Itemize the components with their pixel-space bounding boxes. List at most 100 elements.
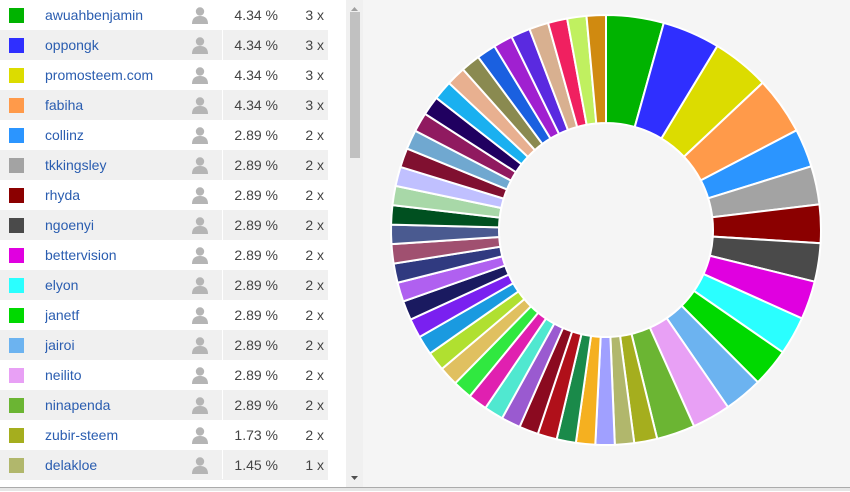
voter-name-link[interactable]: awuahbenjamin xyxy=(45,7,144,23)
color-swatch xyxy=(9,97,24,113)
vote-percent: 1.73 % xyxy=(234,427,278,443)
column-divider xyxy=(222,0,223,479)
vote-percent: 2.89 % xyxy=(234,187,278,203)
table-row: janetf 2.89 % 2 x xyxy=(0,300,328,330)
color-swatch xyxy=(9,67,24,83)
voter-name-link[interactable]: bettervision xyxy=(45,247,117,263)
vote-count: 2 x xyxy=(305,217,324,233)
voter-name-link[interactable]: rhyda xyxy=(45,187,81,203)
vote-count: 2 x xyxy=(305,367,324,383)
vote-percent: 2.89 % xyxy=(234,277,278,293)
vote-percent: 2.89 % xyxy=(234,127,278,143)
color-swatch xyxy=(9,37,24,53)
color-swatch xyxy=(9,397,24,413)
color-swatch xyxy=(9,187,24,203)
table-row: ngoenyi 2.89 % 2 x xyxy=(0,210,328,240)
user-avatar-icon xyxy=(190,155,212,175)
voter-name-link[interactable]: delakloe xyxy=(45,457,98,473)
donut-chart xyxy=(390,13,822,446)
user-avatar-icon xyxy=(190,65,212,85)
voter-name-link[interactable]: oppongk xyxy=(45,37,99,53)
voter-name-link[interactable]: zubir-steem xyxy=(45,427,119,443)
table-row: delakloe 1.45 % 1 x xyxy=(0,450,328,480)
table-row: rhyda 2.89 % 2 x xyxy=(0,180,328,210)
scrollbar[interactable] xyxy=(346,0,363,487)
vote-percent: 4.34 % xyxy=(234,67,278,83)
vote-percent: 2.89 % xyxy=(234,217,278,233)
user-avatar-icon xyxy=(190,5,212,25)
vote-percent: 2.89 % xyxy=(234,247,278,263)
table-row: tkkingsley 2.89 % 2 x xyxy=(0,150,328,180)
table-row: elyon 2.89 % 2 x xyxy=(0,270,328,300)
vote-percent: 4.34 % xyxy=(234,7,278,23)
table-row: awuahbenjamin 4.34 % 3 x xyxy=(0,0,328,30)
vote-percent: 2.89 % xyxy=(234,367,278,383)
voter-name-link[interactable]: collinz xyxy=(45,127,84,143)
chart-panel xyxy=(363,0,850,487)
vote-percent: 2.89 % xyxy=(234,397,278,413)
vote-count: 2 x xyxy=(305,427,324,443)
user-avatar-icon xyxy=(190,365,212,385)
vote-count: 3 x xyxy=(305,97,324,113)
color-swatch xyxy=(9,217,24,233)
voter-name-link[interactable]: ngoenyi xyxy=(45,217,95,233)
user-avatar-icon xyxy=(190,245,212,265)
scrollbar-thumb[interactable] xyxy=(350,12,360,158)
user-avatar-icon xyxy=(190,95,212,115)
user-avatar-icon xyxy=(190,215,212,235)
voter-name-link[interactable]: jairoi xyxy=(45,337,75,353)
color-swatch xyxy=(9,157,24,173)
vote-count: 3 x xyxy=(305,67,324,83)
vote-count: 2 x xyxy=(305,157,324,173)
vote-percent: 2.89 % xyxy=(234,157,278,173)
color-swatch xyxy=(9,367,24,383)
table-row: collinz 2.89 % 2 x xyxy=(0,120,328,150)
donut-slice[interactable] xyxy=(585,13,607,125)
table-row: oppongk 4.34 % 3 x xyxy=(0,30,328,60)
color-swatch xyxy=(9,457,24,473)
vote-percent: 1.45 % xyxy=(234,457,278,473)
color-swatch xyxy=(9,247,24,263)
user-avatar-icon xyxy=(190,185,212,205)
table-row: zubir-steem 1.73 % 2 x xyxy=(0,420,328,450)
voter-table: awuahbenjamin 4.34 % 3 x oppongk 4.34 % 3 x pr… xyxy=(0,0,328,480)
vote-count: 3 x xyxy=(305,37,324,53)
table-row: ninapenda 2.89 % 2 x xyxy=(0,390,328,420)
voter-name-link[interactable]: ninapenda xyxy=(45,397,111,413)
scroll-down-arrow-icon[interactable] xyxy=(346,471,363,483)
table-row: neilito 2.89 % 2 x xyxy=(0,360,328,390)
vote-percent: 4.34 % xyxy=(234,97,278,113)
voter-name-link[interactable]: tkkingsley xyxy=(45,157,107,173)
vote-percent: 2.89 % xyxy=(234,337,278,353)
vote-count: 2 x xyxy=(305,277,324,293)
voter-name-link[interactable]: promosteem.com xyxy=(45,67,154,83)
vote-count: 2 x xyxy=(305,337,324,353)
user-avatar-icon xyxy=(190,305,212,325)
color-swatch xyxy=(9,337,24,353)
vote-percent: 2.89 % xyxy=(234,307,278,323)
vote-count: 2 x xyxy=(305,247,324,263)
vote-count: 2 x xyxy=(305,397,324,413)
vote-count: 2 x xyxy=(305,187,324,203)
table-row: promosteem.com 4.34 % 3 x xyxy=(0,60,328,90)
user-avatar-icon xyxy=(190,125,212,145)
voter-name-link[interactable]: elyon xyxy=(45,277,79,293)
voter-name-link[interactable]: janetf xyxy=(45,307,80,323)
color-swatch xyxy=(9,277,24,293)
user-avatar-icon xyxy=(190,425,212,445)
vote-count: 3 x xyxy=(305,7,324,23)
bottom-border xyxy=(0,487,850,491)
scroll-up-arrow-icon[interactable] xyxy=(346,0,363,11)
voter-name-link[interactable]: neilito xyxy=(45,367,82,383)
user-avatar-icon xyxy=(190,275,212,295)
table-row: bettervision 2.89 % 2 x xyxy=(0,240,328,270)
voter-name-link[interactable]: fabiha xyxy=(45,97,84,113)
user-avatar-icon xyxy=(190,395,212,415)
vote-count: 2 x xyxy=(305,127,324,143)
table-row: jairoi 2.89 % 2 x xyxy=(0,330,328,360)
user-avatar-icon xyxy=(190,455,212,475)
vote-percent: 4.34 % xyxy=(234,37,278,53)
color-swatch xyxy=(9,307,24,323)
vote-count: 1 x xyxy=(305,457,324,473)
color-swatch xyxy=(9,427,24,443)
